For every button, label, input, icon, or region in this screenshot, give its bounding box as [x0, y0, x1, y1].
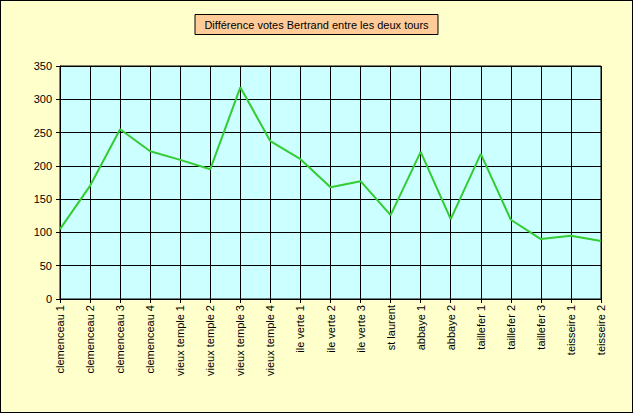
svg-text:st laurent: st laurent: [385, 305, 397, 350]
svg-text:350: 350: [34, 60, 52, 72]
svg-text:taillefer 1: taillefer 1: [475, 305, 487, 350]
svg-text:teisseire 2: teisseire 2: [595, 305, 607, 355]
svg-text:250: 250: [34, 127, 52, 139]
svg-text:200: 200: [34, 160, 52, 172]
svg-text:clemenceau 2: clemenceau 2: [84, 305, 96, 374]
svg-text:abbaye 2: abbaye 2: [445, 305, 457, 350]
svg-text:taillefer 3: taillefer 3: [535, 305, 547, 350]
svg-text:0: 0: [46, 293, 52, 305]
svg-text:150: 150: [34, 193, 52, 205]
svg-text:clemenceau 4: clemenceau 4: [144, 305, 156, 374]
svg-text:abbaye 1: abbaye 1: [415, 305, 427, 350]
svg-text:clemenceau 3: clemenceau 3: [114, 305, 126, 374]
svg-text:vieux temple 4: vieux temple 4: [264, 305, 276, 376]
svg-text:50: 50: [40, 260, 52, 272]
svg-text:Différence votes Bertrand entr: Différence votes Bertrand entre les deux…: [204, 19, 429, 31]
svg-text:taillefer 2: taillefer 2: [505, 305, 517, 350]
svg-text:vieux temple 1: vieux temple 1: [174, 305, 186, 376]
svg-text:vieux temple 2: vieux temple 2: [204, 305, 216, 376]
svg-text:ile verte 1: ile verte 1: [294, 305, 306, 353]
svg-text:ile verte 3: ile verte 3: [355, 305, 367, 353]
svg-text:teisseire 1: teisseire 1: [565, 305, 577, 355]
svg-text:ile verte 2: ile verte 2: [325, 305, 337, 353]
svg-text:300: 300: [34, 93, 52, 105]
svg-text:vieux temple 3: vieux temple 3: [234, 305, 246, 376]
svg-text:clemenceau 1: clemenceau 1: [54, 305, 66, 374]
svg-text:100: 100: [34, 226, 52, 238]
